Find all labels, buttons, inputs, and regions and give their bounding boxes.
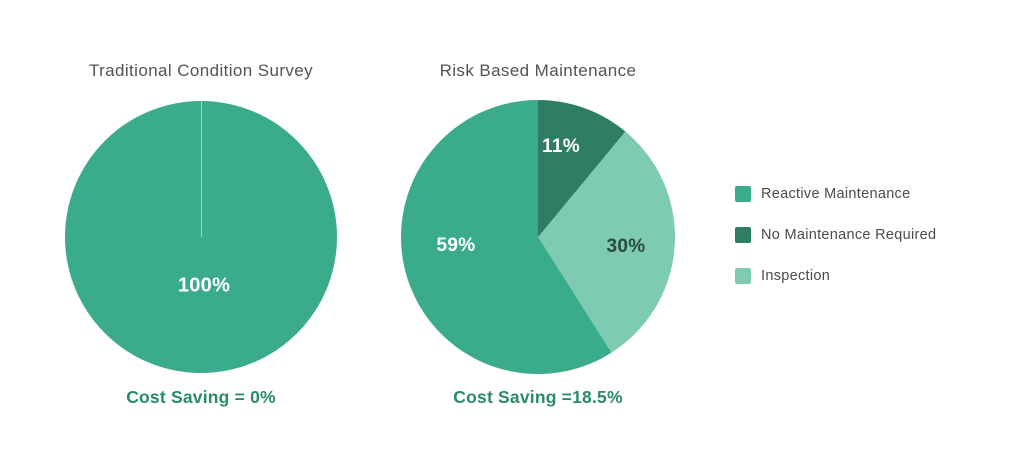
cost-saving-caption-risk-based: Cost Saving =18.5% — [453, 387, 623, 407]
legend-label: No Maintenance Required — [761, 226, 937, 243]
legend-item-inspection: Inspection — [735, 267, 936, 284]
legend-swatch-inspection — [735, 267, 751, 284]
slice-label-reactive-100: 100% — [177, 274, 231, 297]
legend-label: Inspection — [761, 267, 831, 284]
legend-item-no-maintenance-required: No Maintenance Required — [735, 226, 936, 243]
slice-label-inspection-30: 30% — [606, 236, 646, 257]
cost-saving-caption-traditional: Cost Saving = 0% — [126, 387, 276, 407]
chart-title-traditional: Traditional Condition Survey — [88, 61, 314, 80]
legend-swatch-reactive — [735, 185, 751, 202]
chart-title-risk-based: Risk Based Maintenance — [439, 61, 637, 80]
pie-risk-based-maintenance — [401, 100, 675, 374]
legend: Reactive Maintenance No Maintenance Requ… — [735, 185, 936, 308]
slice-label-no-maintenance-11: 11% — [542, 136, 580, 157]
slice-label-reactive-59: 59% — [436, 235, 476, 256]
pie-seam-line — [200, 101, 202, 237]
pie-traditional-condition-survey — [65, 101, 337, 373]
legend-label: Reactive Maintenance — [761, 185, 911, 202]
legend-item-reactive-maintenance: Reactive Maintenance — [735, 185, 936, 202]
legend-swatch-no-maintenance — [735, 226, 751, 243]
